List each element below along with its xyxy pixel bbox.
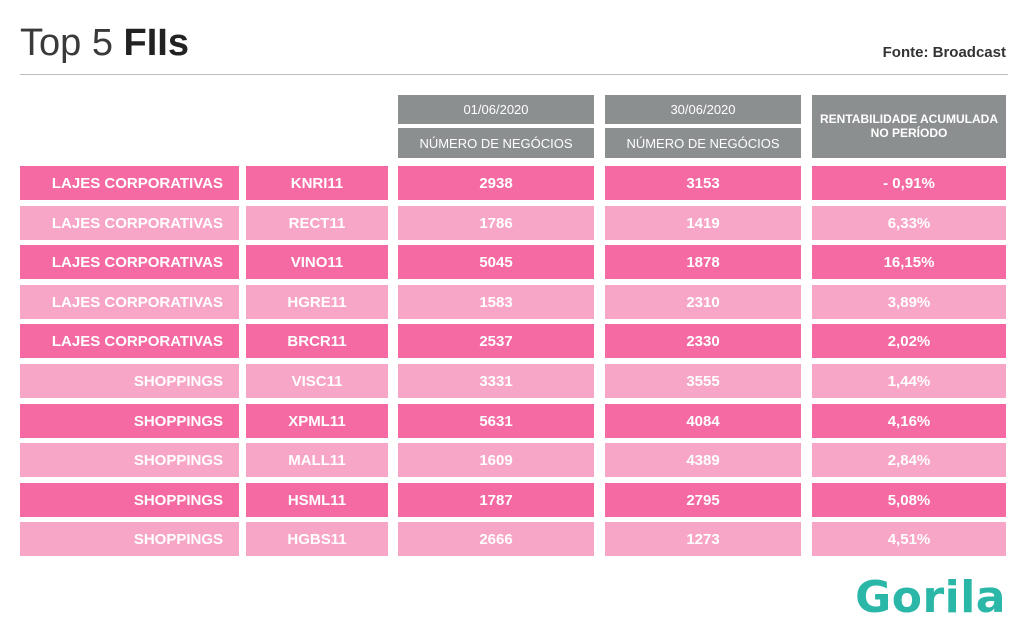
page-title: Top 5 FIIs: [20, 24, 189, 62]
cell-v2: 4084: [605, 404, 801, 438]
table-row: SHOPPINGS MALL11 1609 4389 2,84%: [0, 443, 1024, 477]
cell-v1: 5631: [398, 404, 594, 438]
cell-ret: 5,08%: [812, 483, 1006, 517]
cell-ret: 6,33%: [812, 206, 1006, 240]
cell-sector: SHOPPINGS: [20, 522, 239, 556]
cell-ticker: HGRE11: [246, 285, 388, 319]
cell-ticker: VISC11: [246, 364, 388, 398]
cell-v2: 3153: [605, 166, 801, 200]
cell-ticker: VINO11: [246, 245, 388, 279]
cell-v2: 4389: [605, 443, 801, 477]
cell-ret: 16,15%: [812, 245, 1006, 279]
cell-ret: 3,89%: [812, 285, 1006, 319]
title-divider: [20, 74, 1008, 75]
cell-v1: 2938: [398, 166, 594, 200]
cell-sector: SHOPPINGS: [20, 483, 239, 517]
cell-ret: 2,02%: [812, 324, 1006, 358]
table-row: LAJES CORPORATIVAS KNRI11 2938 3153 - 0,91%: [0, 166, 1024, 200]
cell-ticker: KNRI11: [246, 166, 388, 200]
cell-v2: 3555: [605, 364, 801, 398]
header-date-2: 30/06/2020: [605, 95, 801, 124]
cell-v2: 1419: [605, 206, 801, 240]
cell-ret: - 0,91%: [812, 166, 1006, 200]
cell-v2: 1878: [605, 245, 801, 279]
cell-sector: LAJES CORPORATIVAS: [20, 206, 239, 240]
cell-v1: 1787: [398, 483, 594, 517]
cell-ret: 1,44%: [812, 364, 1006, 398]
cell-v1: 1609: [398, 443, 594, 477]
cell-ticker: XPML11: [246, 404, 388, 438]
cell-v2: 2310: [605, 285, 801, 319]
table-row: SHOPPINGS VISC11 3331 3555 1,44%: [0, 364, 1024, 398]
table-row: LAJES CORPORATIVAS RECT11 1786 1419 6,33%: [0, 206, 1024, 240]
table-row: LAJES CORPORATIVAS HGRE11 1583 2310 3,89%: [0, 285, 1024, 319]
cell-ticker: HSML11: [246, 483, 388, 517]
cell-v2: 2795: [605, 483, 801, 517]
cell-v1: 3331: [398, 364, 594, 398]
table-row: SHOPPINGS XPML11 5631 4084 4,16%: [0, 404, 1024, 438]
table-row: LAJES CORPORATIVAS BRCR11 2537 2330 2,02%: [0, 324, 1024, 358]
source-label: Fonte: Broadcast: [882, 44, 1006, 61]
cell-sector: LAJES CORPORATIVAS: [20, 245, 239, 279]
cell-sector: SHOPPINGS: [20, 364, 239, 398]
cell-ticker: HGBS11: [246, 522, 388, 556]
title-bold: FIIs: [123, 22, 189, 64]
header-return: RENTABILIDADE ACUMULADA NO PERÍODO: [812, 95, 1006, 158]
cell-v1: 1786: [398, 206, 594, 240]
cell-ticker: RECT11: [246, 206, 388, 240]
cell-sector: LAJES CORPORATIVAS: [20, 166, 239, 200]
cell-v2: 1273: [605, 522, 801, 556]
cell-v1: 1583: [398, 285, 594, 319]
cell-ret: 4,16%: [812, 404, 1006, 438]
cell-v1: 2537: [398, 324, 594, 358]
table-row: SHOPPINGS HSML11 1787 2795 5,08%: [0, 483, 1024, 517]
header-metric-2: NÚMERO DE NEGÓCIOS: [605, 128, 801, 158]
cell-ticker: BRCR11: [246, 324, 388, 358]
table-row: LAJES CORPORATIVAS VINO11 5045 1878 16,15%: [0, 245, 1024, 279]
header-metric-1: NÚMERO DE NEGÓCIOS: [398, 128, 594, 158]
cell-v2: 2330: [605, 324, 801, 358]
cell-ret: 4,51%: [812, 522, 1006, 556]
header-date-1: 01/06/2020: [398, 95, 594, 124]
table-row: SHOPPINGS HGBS11 2666 1273 4,51%: [0, 522, 1024, 556]
gorila-logo: Gorila: [855, 572, 1006, 623]
cell-sector: LAJES CORPORATIVAS: [20, 285, 239, 319]
cell-sector: LAJES CORPORATIVAS: [20, 324, 239, 358]
cell-ticker: MALL11: [246, 443, 388, 477]
title-light: Top 5: [20, 22, 113, 64]
cell-v1: 5045: [398, 245, 594, 279]
cell-sector: SHOPPINGS: [20, 404, 239, 438]
cell-ret: 2,84%: [812, 443, 1006, 477]
cell-sector: SHOPPINGS: [20, 443, 239, 477]
cell-v1: 2666: [398, 522, 594, 556]
